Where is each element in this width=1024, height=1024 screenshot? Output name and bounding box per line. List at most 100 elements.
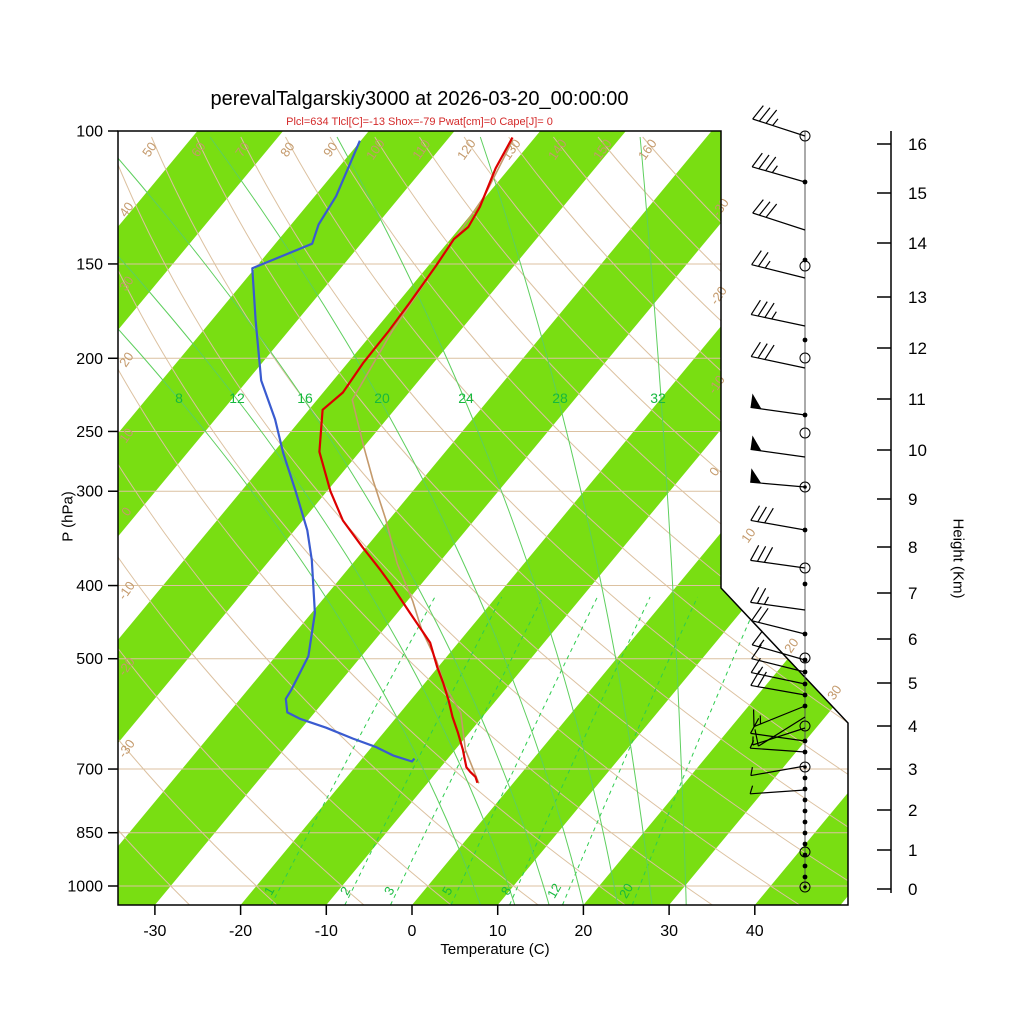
- height-tick-label: 0: [908, 880, 917, 899]
- height-tick-label: 5: [908, 674, 917, 693]
- wind-level-dot: [802, 808, 808, 814]
- wind-barb: [750, 505, 806, 531]
- wind-barb: [751, 152, 806, 183]
- dry-adiabat-label: 80: [277, 139, 298, 159]
- dry-adiabat-label: 30: [116, 273, 137, 293]
- moist-adiabat-label: 20: [374, 390, 390, 406]
- wind-level-dot: [802, 852, 808, 858]
- temperature-tick-label: 40: [746, 923, 764, 940]
- mixing-ratio-line: [450, 596, 598, 905]
- isotherm-stripe: [118, 131, 798, 905]
- wind-level-dot: [802, 819, 808, 825]
- wind-level-circle: [799, 130, 811, 142]
- dry-adiabat-line: [240, 136, 848, 905]
- dry-adiabat-label: 90: [320, 139, 341, 159]
- wind-level-dot: [802, 830, 808, 836]
- dry-adiabat-label: 60: [188, 139, 209, 159]
- wind-level-dot: [802, 797, 808, 803]
- wind-level-circle: [799, 846, 811, 858]
- wind-barb: [752, 105, 806, 137]
- height-tick-label: 4: [908, 717, 917, 736]
- wind-barb: [750, 468, 806, 488]
- moist-adiabat-line: [118, 136, 516, 905]
- wind-barb: [751, 644, 806, 673]
- wind-barb: [751, 250, 806, 279]
- wind-level-circle: [799, 352, 811, 364]
- dry-adiabat-line: [597, 136, 848, 905]
- pressure-tick-label: 200: [76, 351, 103, 368]
- dry-adiabat-line: [508, 136, 848, 905]
- moist-adiabat-label: 8: [175, 390, 183, 406]
- dry-adiabat-label: 10: [116, 425, 137, 445]
- wind-level-dot: [802, 841, 808, 847]
- chart-title: perevalTalgarskiy3000 at 2026-03-20_00:0…: [210, 88, 629, 110]
- pressure-tick-label: 150: [76, 256, 103, 273]
- pressure-tick-label: 400: [76, 578, 103, 595]
- pressure-tick-label: 100: [76, 124, 103, 141]
- wind-barb: [752, 199, 806, 231]
- height-tick-label: 11: [908, 390, 926, 409]
- mixing-ratio-label: 12: [544, 881, 564, 901]
- dry-adiabat-line: [118, 136, 539, 905]
- isotherm-stripe: [118, 131, 455, 905]
- isotherm-label: -20: [707, 283, 730, 307]
- dry-adiabat-line: [285, 136, 848, 905]
- wind-level-dot: [802, 337, 808, 343]
- dry-adiabat-line: [329, 136, 848, 905]
- dry-adiabat-line: [118, 136, 713, 905]
- wind-barb: [750, 587, 806, 611]
- height-tick-label: 15: [908, 184, 927, 203]
- temperature-tick-label: 0: [408, 923, 417, 940]
- height-tick-label: 14: [908, 234, 927, 253]
- dry-adiabat-line: [374, 136, 848, 905]
- temperature-axis-title: Temperature (C): [440, 941, 550, 958]
- temperature-tick-label: 10: [489, 923, 507, 940]
- wind-barb: [749, 785, 806, 795]
- wind-level-dot: [802, 581, 808, 587]
- height-tick-label: 6: [908, 630, 917, 649]
- height-tick-label: 12: [908, 339, 927, 358]
- wind-barb: [750, 765, 806, 777]
- dry-adiabat-line: [195, 136, 848, 905]
- height-tick-label: 7: [908, 584, 917, 603]
- wind-barb-column: [749, 105, 811, 893]
- moist-adiabat-line: [118, 136, 482, 905]
- moist-adiabat-line: [639, 136, 687, 905]
- wind-barb: [750, 299, 806, 327]
- mixing-ratio-line: [509, 596, 651, 905]
- height-axis-title: Height (Km): [949, 518, 967, 599]
- pressure-tick-label: 300: [76, 484, 103, 501]
- dry-adiabat-line: [553, 136, 848, 905]
- pressure-tick-label: 850: [76, 825, 103, 842]
- pressure-tick-label: 1000: [67, 879, 103, 896]
- moist-adiabat-line: [209, 136, 584, 905]
- wind-barb: [750, 545, 806, 569]
- height-tick-label: 16: [908, 135, 927, 154]
- isotherm-stripe: [754, 131, 848, 905]
- temperature-tick-label: -20: [229, 923, 252, 940]
- dry-adiabat-line: [151, 136, 848, 905]
- height-tick-label: 10: [908, 441, 927, 460]
- pressure-tick-label: 500: [76, 651, 103, 668]
- height-tick-label: 3: [908, 760, 917, 779]
- temperature-tick-label: -10: [315, 923, 338, 940]
- wind-level-dot: [802, 874, 808, 880]
- isotherm-label: 10: [738, 525, 759, 545]
- dry-adiabat-label: 160: [635, 136, 660, 162]
- pressure-axis-title: P (hPa): [59, 491, 77, 542]
- mixing-ratio-line: [270, 596, 436, 905]
- wind-barb: [750, 435, 806, 458]
- wind-barb: [750, 718, 806, 742]
- isotherm-stripe: [583, 131, 848, 905]
- isotherm-stripe: [118, 131, 626, 905]
- wind-level-circle: [799, 427, 811, 439]
- dry-adiabat-line: [118, 136, 626, 905]
- height-tick-label: 2: [908, 801, 917, 820]
- height-tick-label: 13: [908, 288, 927, 307]
- plot-frame: [117, 130, 849, 906]
- wind-level-circle: [799, 562, 811, 574]
- dry-adiabat-line: [0, 137, 103, 905]
- wind-level-circle: [799, 260, 811, 272]
